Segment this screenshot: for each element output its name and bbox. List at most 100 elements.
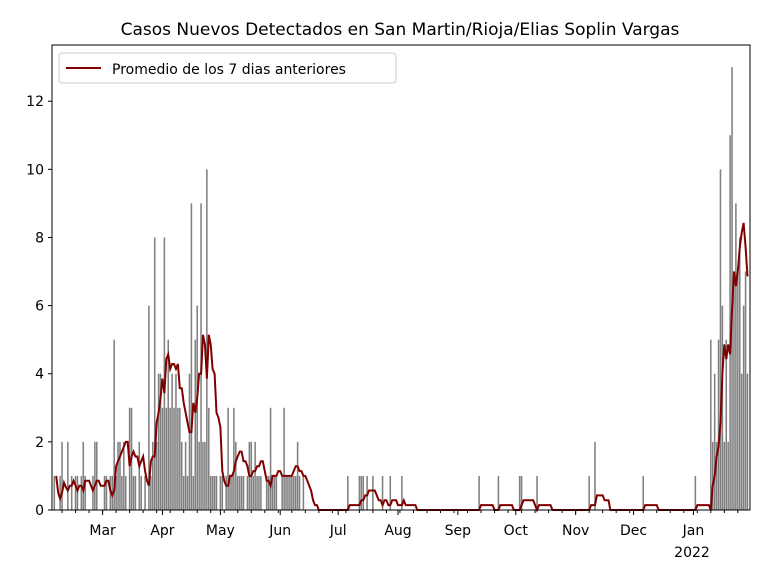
bar xyxy=(227,407,229,510)
bar xyxy=(155,441,158,510)
y-axis: 0 2 4 6 8 10 12 xyxy=(26,94,52,519)
bar xyxy=(179,407,181,510)
bar xyxy=(401,475,403,510)
bar xyxy=(144,475,146,510)
x-tick-label: Aug xyxy=(384,523,411,539)
bar xyxy=(196,305,198,510)
bar xyxy=(153,237,156,510)
bar xyxy=(372,475,374,510)
bar xyxy=(740,373,743,510)
bar xyxy=(594,441,596,510)
bar xyxy=(188,373,191,510)
x-tick-label: Jul xyxy=(329,523,347,539)
bar xyxy=(138,441,141,510)
bar xyxy=(727,441,729,510)
bar xyxy=(746,373,749,510)
bar xyxy=(240,475,243,510)
bar xyxy=(296,441,299,510)
bar xyxy=(225,475,227,510)
bar xyxy=(148,305,150,510)
bar xyxy=(694,475,697,510)
y-tick-label: 12 xyxy=(26,94,44,110)
bar xyxy=(115,475,117,510)
bar xyxy=(177,407,179,510)
bar xyxy=(161,407,164,510)
bar xyxy=(292,475,295,510)
bar xyxy=(209,475,212,510)
bar xyxy=(254,441,256,510)
bar xyxy=(267,475,270,510)
bar xyxy=(291,475,293,510)
bar xyxy=(302,475,305,510)
bar xyxy=(206,169,208,511)
x-axis: Mar Apr May Jun Jul Aug Sep Oct Nov Dec Jan xyxy=(61,510,739,539)
bar xyxy=(717,339,720,510)
y-tick-label: 4 xyxy=(35,367,44,383)
bar xyxy=(190,203,193,510)
bar xyxy=(208,407,210,510)
bar xyxy=(59,475,61,510)
y-tick-label: 8 xyxy=(35,230,44,246)
bar xyxy=(735,203,737,510)
bar xyxy=(719,169,722,511)
bar xyxy=(231,475,233,510)
y-tick-label: 2 xyxy=(35,435,44,451)
bar xyxy=(165,407,168,510)
bar xyxy=(167,339,170,510)
bar xyxy=(169,407,171,510)
bar xyxy=(236,475,239,510)
bar xyxy=(61,441,63,510)
bar xyxy=(238,475,241,510)
bar xyxy=(381,475,384,510)
y-tick-label: 10 xyxy=(26,162,44,178)
x-tick-label: Jan xyxy=(682,523,705,539)
bar xyxy=(260,475,262,510)
bar xyxy=(180,441,183,510)
x-year-label: 2022 xyxy=(674,545,710,561)
chart-title: Casos Nuevos Detectados en San Martin/Ri… xyxy=(121,20,680,40)
bar xyxy=(536,475,538,510)
bar xyxy=(150,475,152,510)
bar xyxy=(84,475,86,510)
bar xyxy=(497,475,500,510)
x-tick-label: May xyxy=(206,523,235,539)
bar xyxy=(294,475,297,510)
bar xyxy=(271,475,274,510)
bar xyxy=(163,237,166,510)
bar xyxy=(103,475,106,510)
bar xyxy=(269,407,272,510)
bar xyxy=(287,475,289,510)
bar xyxy=(124,475,127,510)
bar xyxy=(358,475,361,510)
bar xyxy=(520,475,523,510)
bar xyxy=(283,407,285,510)
bar xyxy=(265,475,268,510)
legend-box xyxy=(58,52,397,84)
bar xyxy=(478,475,480,510)
plot-frame xyxy=(51,44,751,511)
bar xyxy=(159,373,162,510)
bar xyxy=(117,441,119,510)
bar xyxy=(744,271,747,510)
bar xyxy=(186,475,189,510)
bar xyxy=(202,441,204,510)
bar xyxy=(725,339,728,510)
x-tick-label: Nov xyxy=(562,523,589,539)
bar xyxy=(518,475,521,510)
bar xyxy=(285,475,287,510)
x-tick-label: Sep xyxy=(445,523,472,539)
bar xyxy=(171,373,173,510)
bar xyxy=(175,373,177,510)
bar xyxy=(289,475,291,510)
bar xyxy=(94,441,96,510)
x-tick-label: Jun xyxy=(268,523,291,539)
bar xyxy=(173,407,175,510)
bar xyxy=(213,475,216,510)
bar xyxy=(113,339,115,510)
bar xyxy=(211,475,214,510)
bar xyxy=(588,475,590,510)
bar xyxy=(742,305,745,510)
bar xyxy=(184,441,187,510)
bar xyxy=(713,373,716,510)
